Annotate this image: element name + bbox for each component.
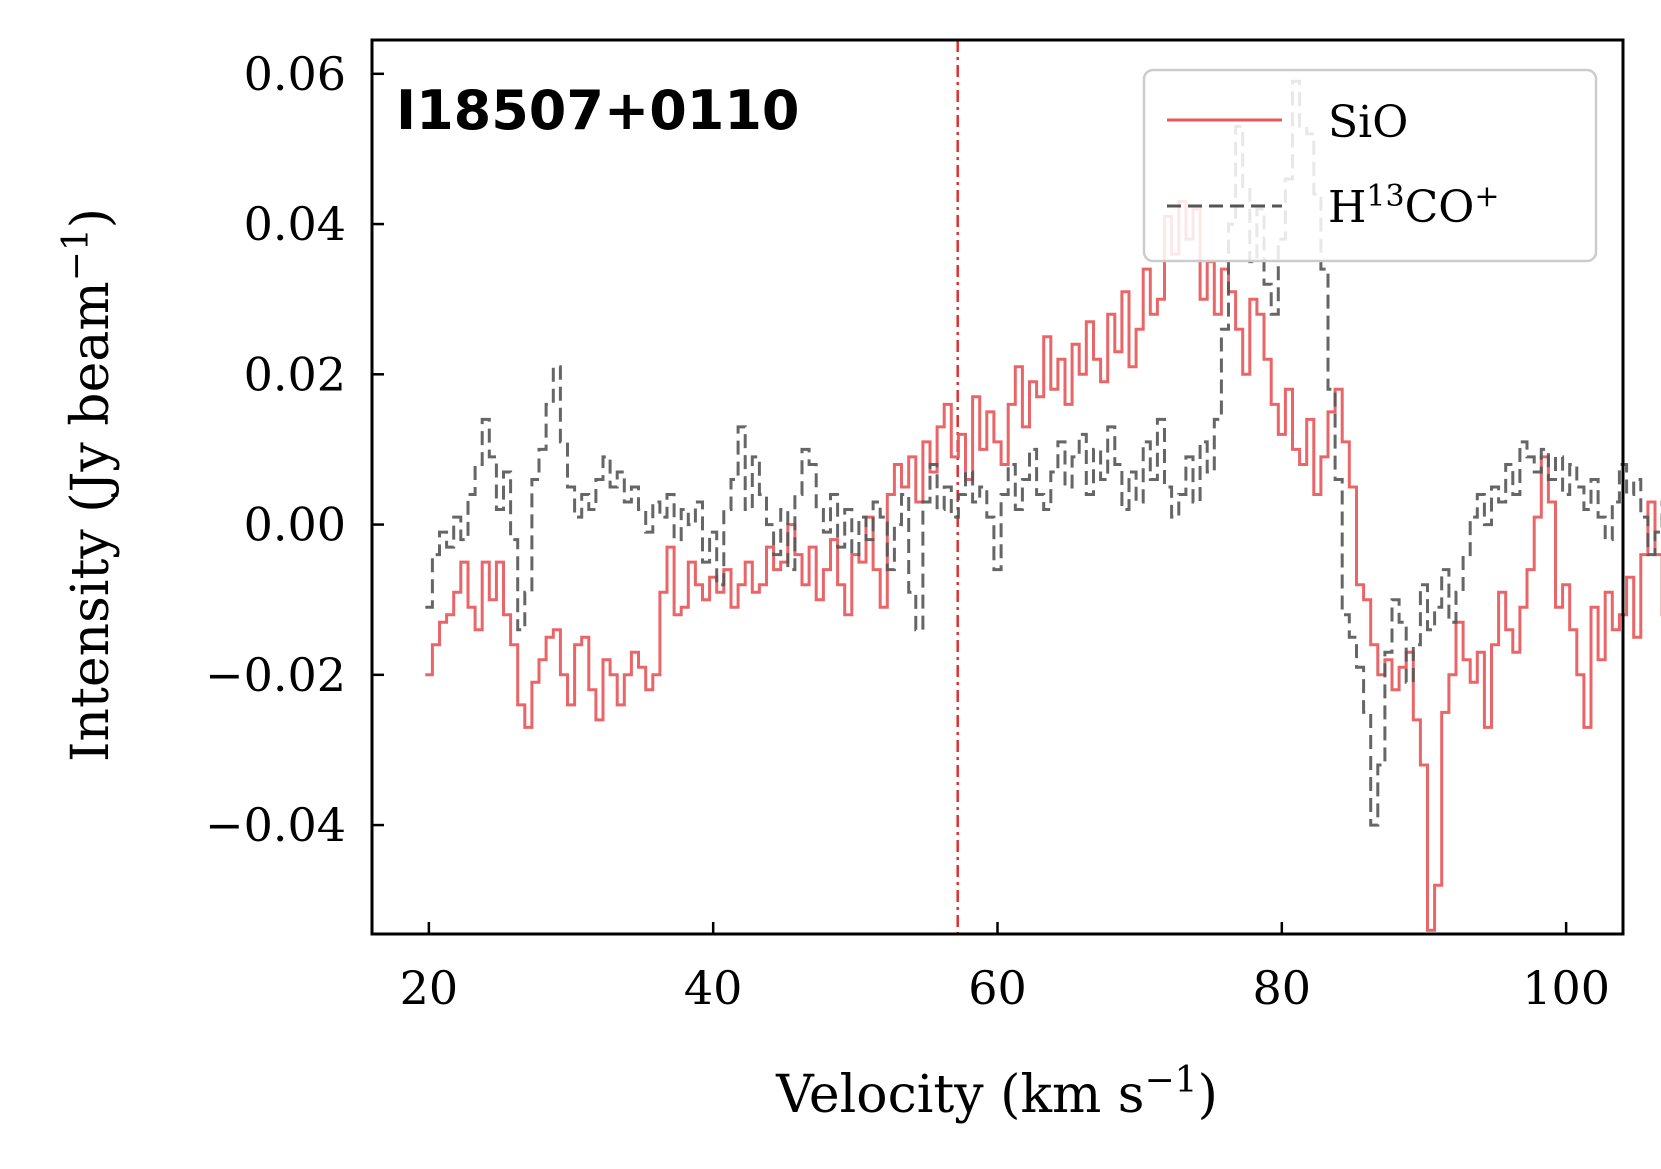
legend: SiO H13CO+ <box>1142 68 1598 263</box>
y-axis-ticks: −0.04 −0.02 0.00 0.02 0.04 0.06 <box>205 47 384 852</box>
x-tick-label: 100 <box>1522 961 1610 1015</box>
series-line-h13co <box>425 79 1661 827</box>
legend-h13co-label: H13CO+ <box>1328 179 1499 233</box>
x-tick-label: 20 <box>400 961 459 1015</box>
chart-title: I18507+0110 <box>396 79 800 142</box>
x-axis-label: Velocity (km s−1) <box>775 1060 1218 1125</box>
y-tick-label: −0.04 <box>205 798 346 852</box>
y-axis-label: Intensity (Jy beam−1) <box>56 208 121 762</box>
y-tick-label: 0.00 <box>244 498 346 552</box>
x-axis-ticks: 20 40 60 80 100 <box>400 922 1610 1015</box>
y-tick-label: 0.06 <box>244 47 346 101</box>
legend-box <box>1142 68 1598 263</box>
legend-sio-label: SiO <box>1328 97 1408 148</box>
x-tick-label: 60 <box>968 961 1027 1015</box>
y-tick-label: 0.02 <box>244 347 346 401</box>
y-tick-label: 0.04 <box>244 197 346 251</box>
y-tick-label: −0.02 <box>205 648 346 702</box>
series-layer <box>425 79 1661 932</box>
x-tick-label: 80 <box>1253 961 1312 1015</box>
x-tick-label: 40 <box>684 961 743 1015</box>
series-line-sio <box>425 200 1661 932</box>
